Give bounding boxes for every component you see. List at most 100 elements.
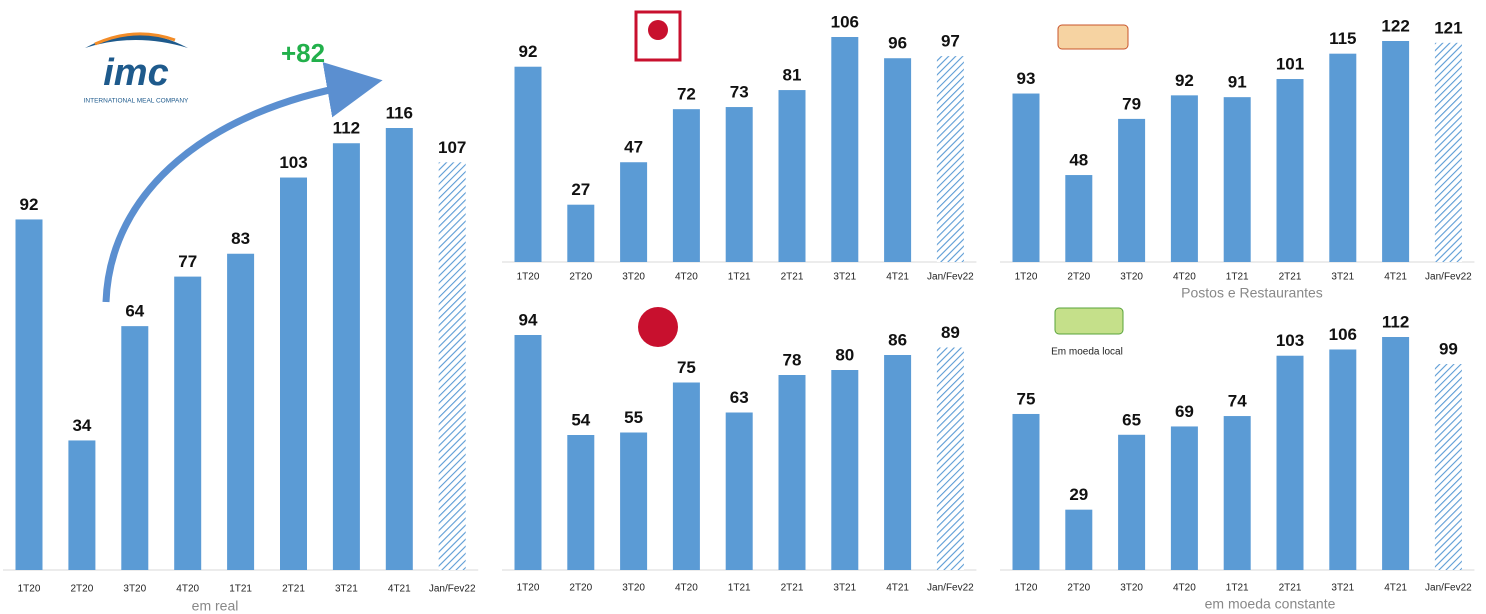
x-tick-label: 4T21 (1384, 272, 1407, 283)
bar (121, 326, 149, 570)
x-tick-label: Jan/Fev22 (927, 583, 974, 594)
value-label: 86 (888, 330, 907, 349)
bar (1434, 42, 1462, 262)
value-label: 54 (571, 410, 590, 429)
value-label: 94 (519, 310, 538, 329)
viena-logo (1054, 307, 1124, 335)
x-tick-label: 3T20 (622, 583, 645, 594)
value-label: 78 (783, 350, 802, 369)
pizzahut-logo (638, 307, 678, 347)
growth-arrow (102, 62, 383, 303)
x-tick-label: 1T21 (1226, 272, 1249, 283)
value-label: 69 (1175, 402, 1194, 421)
value-label: 112 (333, 119, 360, 138)
value-label: 77 (178, 252, 197, 271)
x-tick-label: 1T20 (1015, 272, 1038, 283)
bar (1012, 93, 1040, 263)
value-label: 106 (831, 12, 859, 31)
value-label: 74 (1228, 392, 1247, 411)
bar (567, 435, 595, 570)
value-label: 106 (1329, 325, 1357, 344)
x-tick-label: 4T20 (675, 272, 698, 283)
bar (1223, 416, 1251, 570)
value-label: 65 (1122, 410, 1141, 429)
x-tick-label: 3T21 (833, 583, 856, 594)
x-tick-label: 4T20 (1173, 583, 1196, 594)
value-label: 81 (783, 66, 802, 85)
x-tick-label: 3T20 (622, 272, 645, 283)
bar (1276, 79, 1304, 262)
value-label: 75 (677, 358, 696, 377)
x-tick-label: 1T21 (728, 583, 751, 594)
bar (1382, 41, 1410, 262)
value-label: 55 (624, 408, 643, 427)
value-label: 64 (125, 302, 144, 321)
x-tick-label: 4T21 (388, 584, 411, 595)
value-label: 101 (1276, 55, 1304, 74)
bar (514, 335, 542, 570)
bar (1170, 426, 1198, 570)
x-tick-label: 4T20 (176, 584, 199, 595)
value-label: 93 (1017, 69, 1036, 88)
subtitle: Postos e Restaurantes (1181, 285, 1323, 301)
value-label: 80 (835, 345, 854, 364)
note: Em moeda local (1051, 347, 1123, 358)
bar (936, 347, 964, 570)
bar (672, 109, 700, 262)
value-label: 47 (624, 138, 643, 157)
bar (385, 128, 413, 570)
bar (280, 177, 307, 570)
bar (778, 90, 806, 262)
x-tick-label: 2T21 (781, 272, 804, 283)
x-tick-label: 2T20 (569, 583, 592, 594)
bar (620, 432, 648, 570)
value-label: 91 (1228, 73, 1247, 92)
x-tick-label: 2T21 (781, 583, 804, 594)
value-label: 122 (1381, 16, 1409, 35)
x-tick-label: 3T21 (1331, 583, 1354, 594)
bar (620, 162, 648, 262)
x-tick-label: 3T20 (1120, 583, 1143, 594)
value-label: 115 (1329, 29, 1356, 48)
x-tick-label: 2T20 (71, 584, 94, 595)
x-tick-label: 4T20 (675, 583, 698, 594)
x-tick-label: 3T21 (335, 584, 358, 595)
value-label: 75 (1017, 389, 1036, 408)
bar (1170, 95, 1198, 262)
value-label: 72 (677, 85, 696, 104)
kfc-logo (648, 20, 668, 40)
value-label: 99 (1439, 340, 1458, 359)
x-tick-label: 1T21 (229, 584, 252, 595)
footer: em real (192, 598, 239, 614)
bar (778, 375, 806, 570)
value-label: 89 (941, 323, 960, 342)
x-tick-label: 1T20 (517, 272, 540, 283)
value-label: 34 (72, 416, 91, 435)
x-tick-label: 1T20 (517, 583, 540, 594)
value-label: 73 (730, 83, 749, 102)
value-label: 29 (1069, 485, 1088, 504)
bar (1276, 355, 1304, 570)
x-tick-label: 4T21 (1384, 583, 1407, 594)
value-label: 48 (1069, 151, 1088, 170)
bar (725, 107, 753, 262)
x-tick-label: 3T20 (1120, 272, 1143, 283)
value-label: 63 (730, 388, 749, 407)
value-label: 116 (386, 103, 413, 122)
x-tick-label: 2T21 (1279, 583, 1302, 594)
bar (514, 66, 542, 262)
logo-text: imc (103, 52, 168, 94)
bar (1118, 118, 1146, 263)
bar (174, 276, 202, 570)
value-label: 83 (231, 229, 250, 248)
x-tick-label: Jan/Fev22 (927, 272, 974, 283)
value-label: 112 (1382, 312, 1409, 331)
x-tick-label: 1T20 (1015, 583, 1038, 594)
value-label: 92 (519, 42, 538, 61)
logo-swoosh (94, 32, 176, 46)
bar (725, 412, 753, 570)
x-tick-label: 2T21 (1279, 272, 1302, 283)
value-label: 121 (1434, 18, 1462, 37)
bar (1065, 509, 1093, 570)
